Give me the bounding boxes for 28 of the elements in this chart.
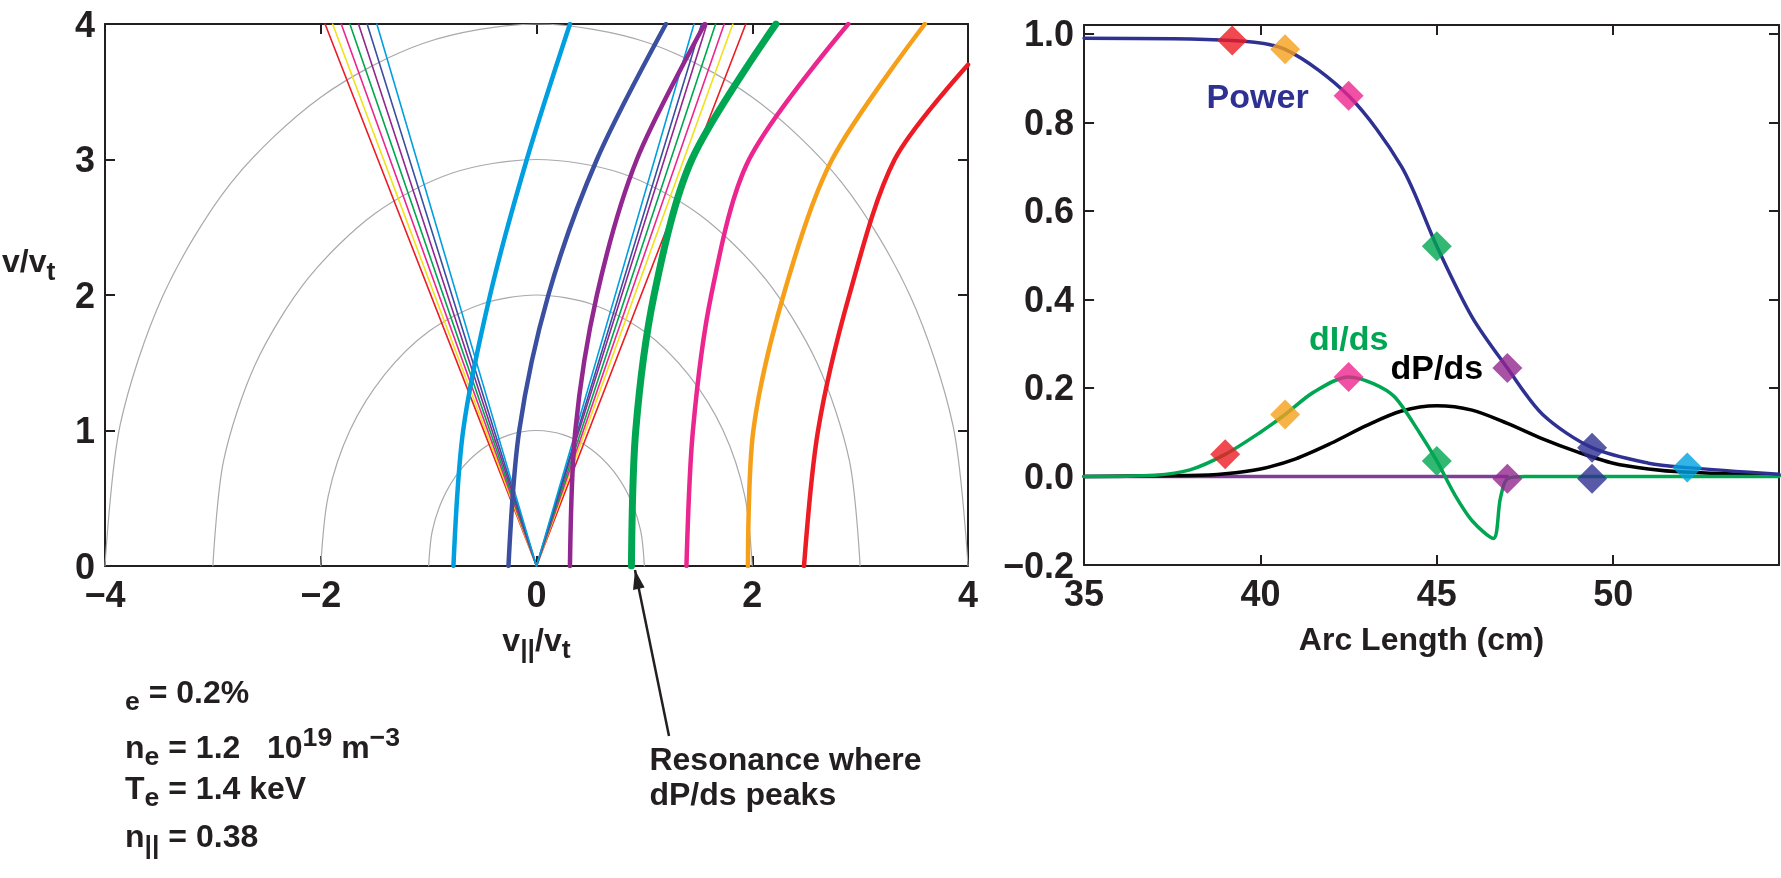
y-tick-label: 0.6 <box>1024 190 1075 232</box>
x-axis-title: Arc Length (cm) <box>1298 621 1545 657</box>
text: n$_{e}$ = 1.2 10$^{19}$ m$^{−3}$ <box>125 722 400 772</box>
series-label: dP/ds <box>1390 347 1484 386</box>
x-tick-label: 50 <box>1593 572 1634 614</box>
annotation: Resonance where dP/ds peaks <box>649 741 923 813</box>
x-tick-label: 4 <box>957 573 979 615</box>
x-tick-label: 0 <box>526 573 547 615</box>
y-axis-title: v/v$_{t}$ <box>2 243 56 286</box>
y-tick-label: 4 <box>74 3 95 45</box>
y-tick-label: 1.0 <box>1024 13 1075 55</box>
y-tick-label: 3 <box>74 139 95 180</box>
x-tick-label: 40 <box>1240 572 1281 614</box>
y-tick-label: 0.2 <box>1024 367 1075 409</box>
y-tick-label: 1 <box>74 410 95 451</box>
y-tick-label: 0.4 <box>1024 278 1075 320</box>
y-tick-label: 0.0 <box>1024 455 1075 497</box>
x-tick-label: −2 <box>300 573 342 615</box>
text: T$_{e}$ = 1.4 keV <box>125 770 307 813</box>
series-label: Power <box>1206 76 1309 115</box>
x-tick-label: 45 <box>1416 572 1457 614</box>
y-tick-label: 2 <box>74 274 95 316</box>
x-tick-label: 2 <box>742 573 763 615</box>
text: n$_{||}$ = 0.38 <box>125 818 259 861</box>
text: $_{e}$ = 0.2% <box>125 674 250 717</box>
series-label: dI/ds <box>1308 318 1389 357</box>
x-axis-title: v$_{||}$/v$_{t}$ <box>502 622 571 665</box>
y-tick-label: 0.8 <box>1024 101 1075 143</box>
